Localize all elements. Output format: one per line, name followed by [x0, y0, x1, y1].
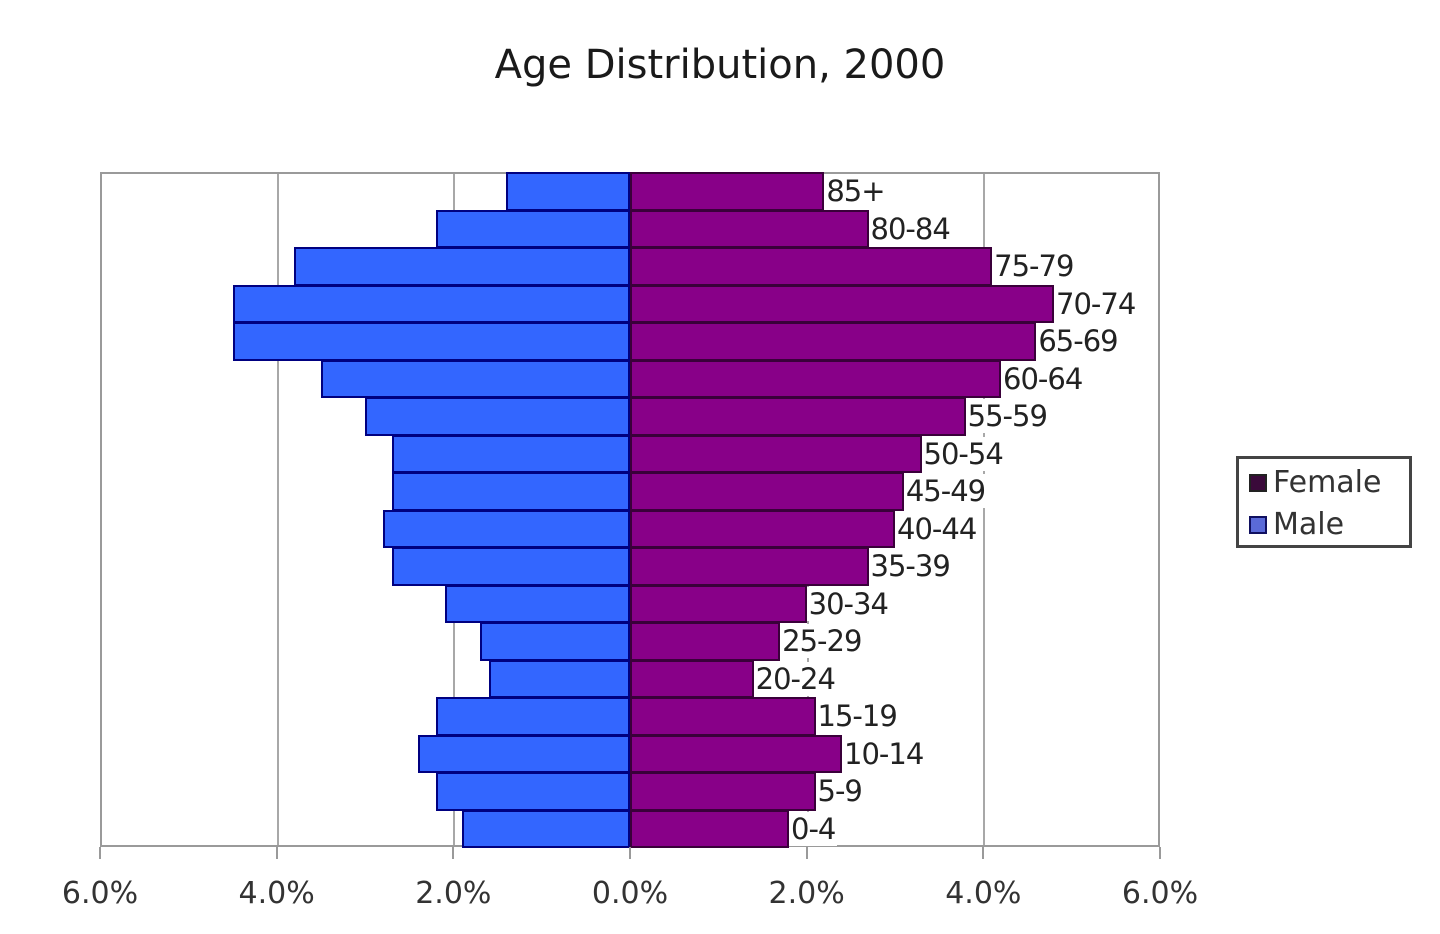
female-bar: [630, 247, 993, 286]
female-bar: [630, 434, 922, 473]
male-bar: [391, 434, 630, 473]
male-bar: [294, 247, 630, 286]
male-bar: [435, 697, 630, 736]
female-bar: [630, 697, 816, 736]
male-bar: [418, 734, 630, 773]
x-tick-label: 4.0%: [238, 876, 315, 911]
age-group-label: 70-74: [1054, 286, 1138, 321]
male-bar: [435, 772, 630, 811]
x-tick: [452, 847, 455, 859]
legend-label-female: Female: [1273, 465, 1382, 500]
age-group-label: 30-34: [806, 586, 890, 621]
age-group-label: 25-29: [780, 624, 864, 658]
male-bar: [488, 659, 630, 698]
legend-label-male: Male: [1273, 507, 1345, 542]
age-group-label: 55-59: [965, 399, 1049, 433]
age-group-label: 15-19: [815, 699, 899, 733]
male-bar: [506, 172, 630, 211]
age-group-label: 50-54: [921, 436, 1005, 471]
x-tick-label: 2.0%: [415, 876, 492, 911]
legend-item-female: Female: [1249, 465, 1381, 500]
legend: Female Male: [1236, 456, 1412, 548]
x-tick: [629, 847, 631, 859]
male-bar: [382, 509, 630, 548]
legend-item-male: Male: [1249, 507, 1344, 542]
age-group-label: 80-84: [868, 211, 952, 246]
female-bar: [630, 172, 825, 211]
age-group-label: 75-79: [992, 249, 1076, 283]
female-bar: [630, 547, 869, 586]
male-bar: [391, 547, 630, 586]
x-tick-label: 2.0%: [768, 876, 845, 911]
female-bar: [630, 322, 1037, 361]
male-bar: [320, 359, 630, 398]
female-bar: [630, 772, 816, 811]
female-bar: [630, 284, 1054, 323]
female-swatch-icon: [1249, 473, 1267, 492]
female-bar: [630, 209, 869, 248]
gridline: [276, 174, 279, 845]
female-bar: [630, 734, 842, 773]
x-tick-label: 6.0%: [1121, 876, 1199, 911]
chart-title: Age Distribution, 2000: [494, 42, 946, 88]
x-tick-label: 6.0%: [61, 876, 139, 911]
age-group-label: 20-24: [753, 661, 837, 696]
x-tick: [275, 847, 278, 859]
female-bar: [630, 659, 754, 698]
age-group-label: 40-44: [895, 511, 979, 546]
male-bar: [232, 284, 630, 323]
female-bar: [630, 622, 781, 661]
female-bar: [630, 472, 904, 511]
x-tick: [805, 847, 808, 859]
female-bar: [630, 359, 1001, 398]
male-bar: [462, 809, 630, 848]
x-tick: [1159, 847, 1161, 859]
male-bar: [365, 397, 630, 436]
x-tick-label: 4.0%: [945, 876, 1022, 911]
gridline: [983, 174, 986, 845]
male-bar: [232, 322, 630, 361]
female-bar: [630, 509, 895, 548]
age-group-label: 0-4: [789, 811, 838, 846]
female-bar: [630, 584, 807, 623]
male-bar: [435, 209, 630, 248]
male-bar: [391, 472, 630, 511]
female-bar: [630, 809, 789, 848]
x-tick-label: 0.0%: [591, 876, 669, 911]
age-group-label: 60-64: [1001, 361, 1085, 396]
age-group-label: 45-49: [903, 474, 988, 508]
age-group-label: 35-39: [868, 549, 952, 583]
male-bar: [479, 622, 630, 661]
x-tick: [982, 847, 985, 859]
age-group-label: 5-9: [815, 774, 864, 808]
male-bar: [444, 584, 630, 623]
age-group-label: 85+: [824, 174, 887, 208]
age-group-label: 10-14: [842, 736, 926, 771]
x-tick: [99, 847, 101, 859]
female-bar: [630, 397, 966, 436]
male-swatch-icon: [1249, 515, 1267, 534]
age-group-label: 65-69: [1036, 324, 1120, 358]
